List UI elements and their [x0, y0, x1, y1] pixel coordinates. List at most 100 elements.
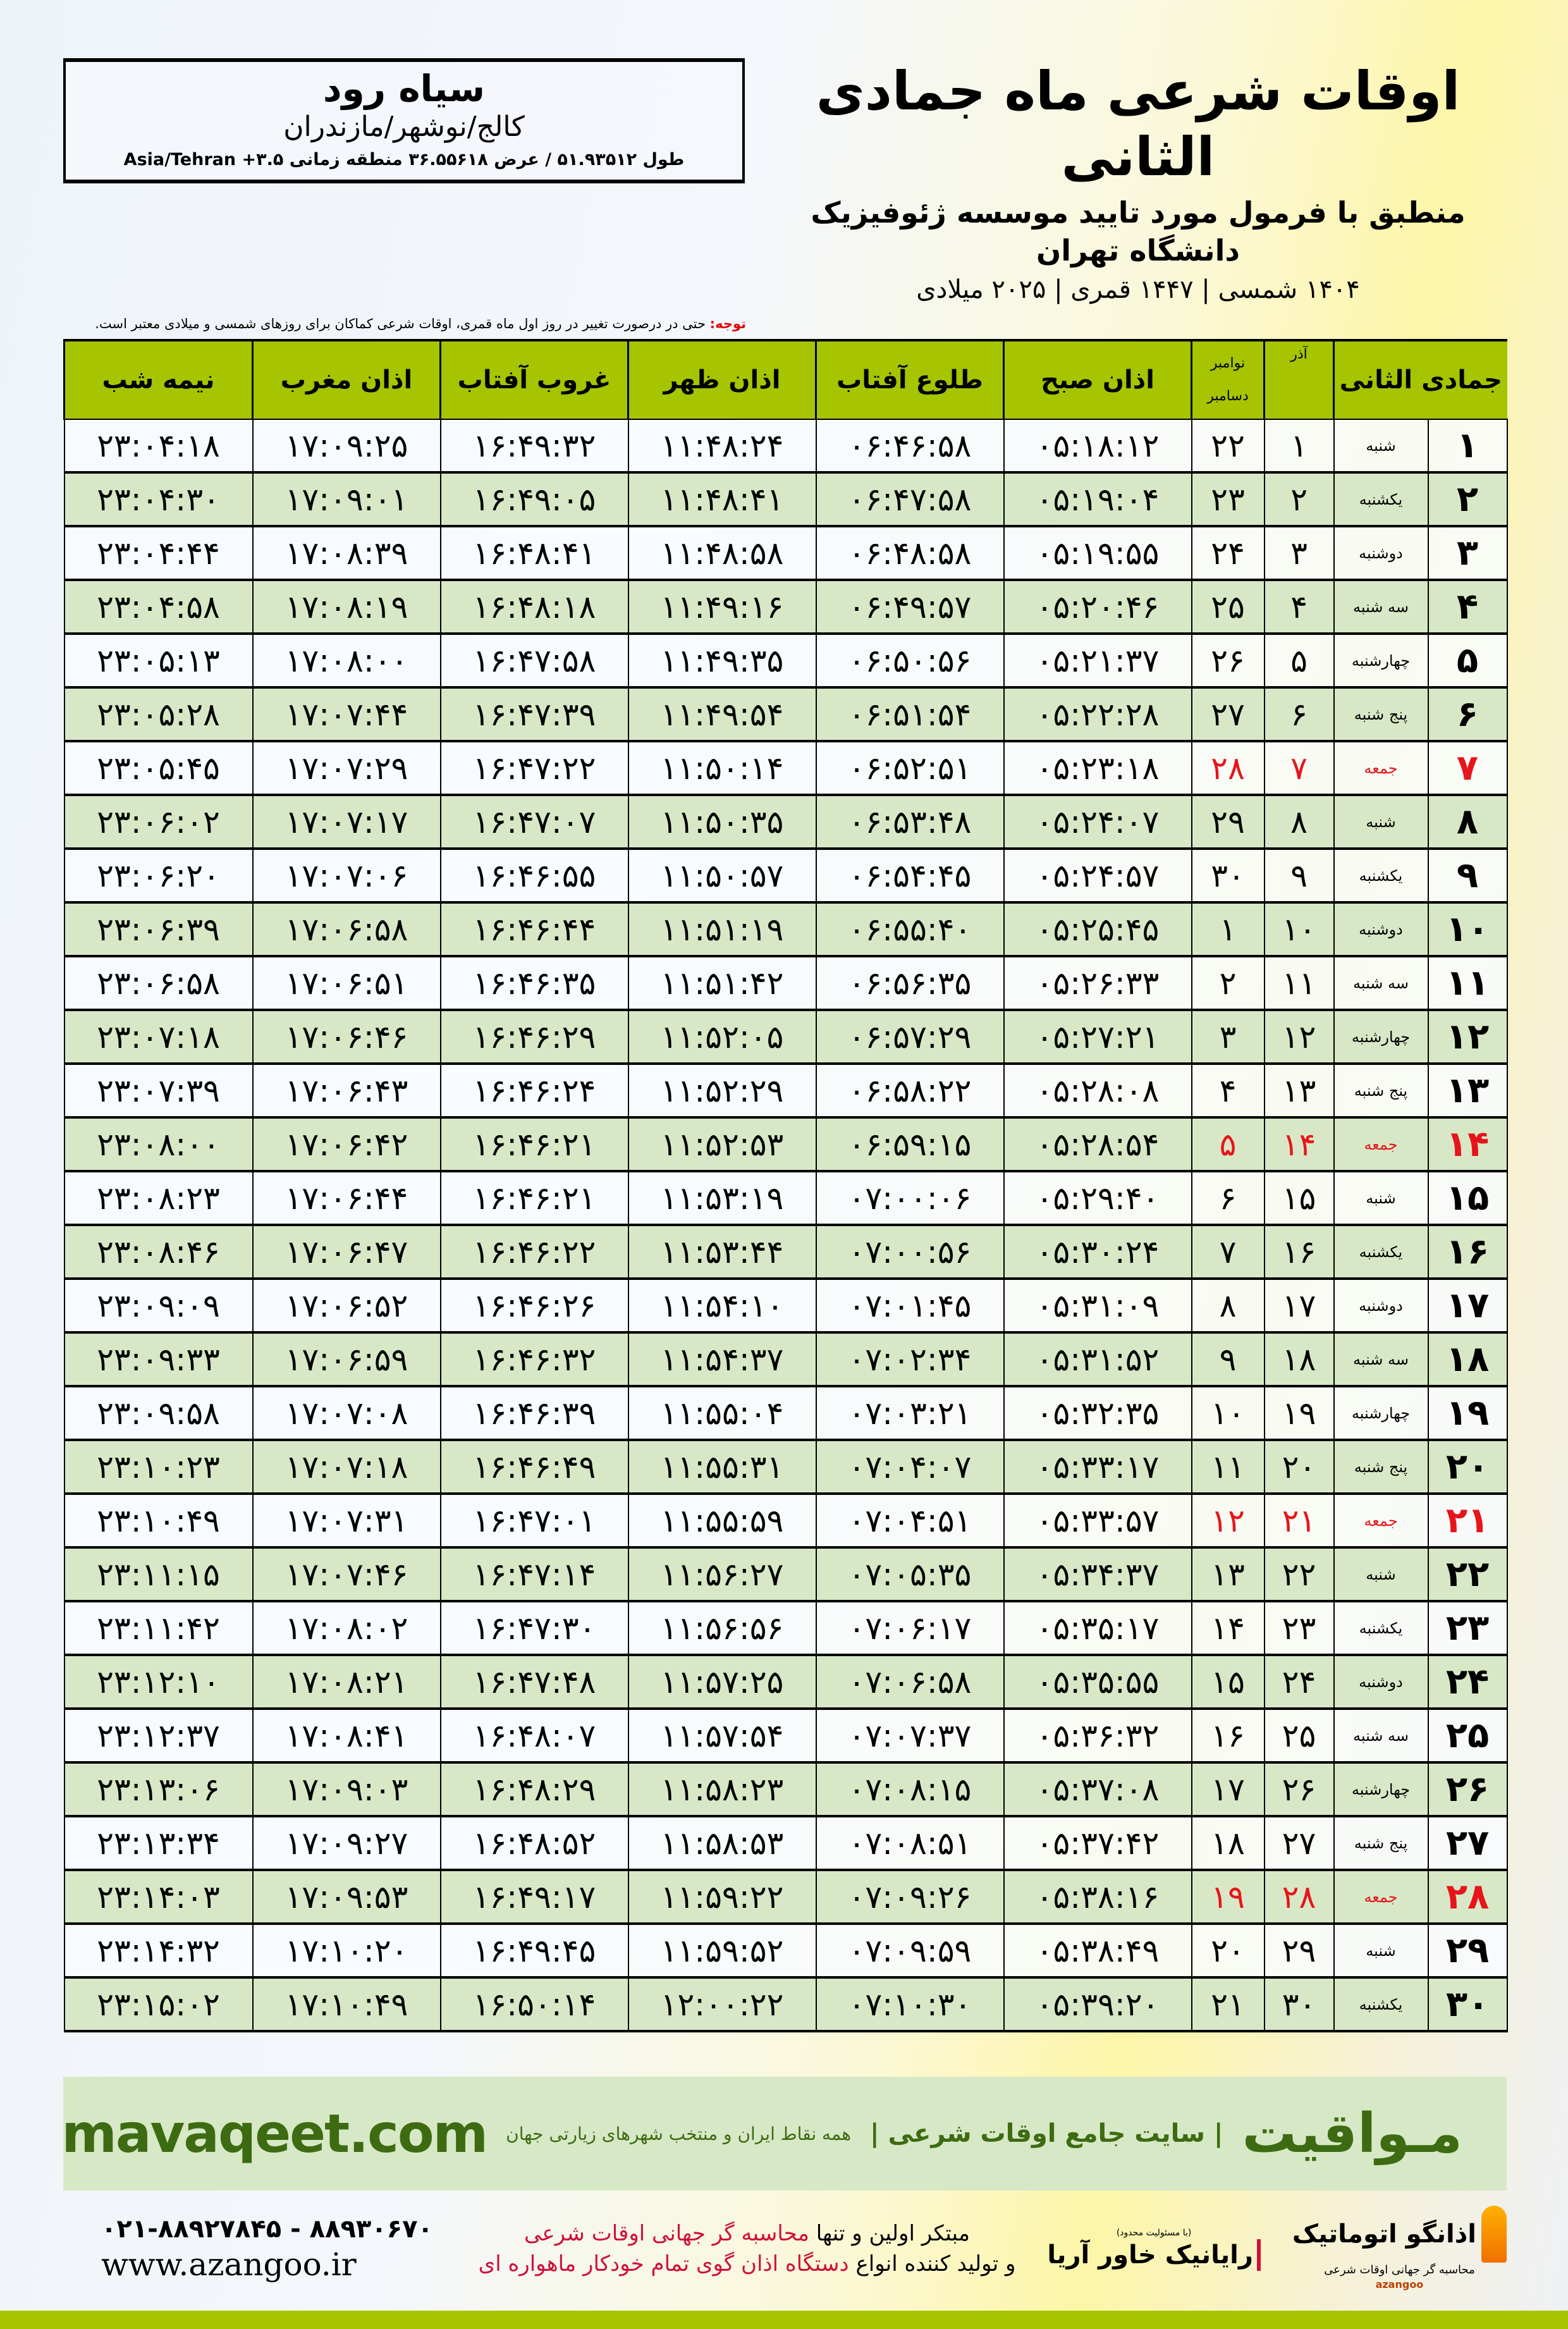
- dhuhr-time: ۱۱:۵۸:۵۳: [627, 1816, 817, 1871]
- dhuhr-time: ۱۱:۵۳:۱۹: [627, 1171, 817, 1226]
- weekday: پنج شنبه: [1333, 1063, 1429, 1119]
- prayer-times-table: جمادی الثانی آذر نوامبر دسامبر اذان صبح ط…: [63, 339, 1508, 2032]
- sunrise-time: ۰۷:۰۹:۲۶: [815, 1869, 1005, 1925]
- hijri-day: ۱۷: [1427, 1278, 1508, 1334]
- maghrib-time: ۱۷:۰۶:۵۱: [252, 956, 441, 1011]
- azar-day: ۳: [1263, 525, 1335, 581]
- midnight-time: ۲۳:۰۶:۳۹: [63, 902, 254, 957]
- header-november: نوامبر: [1210, 355, 1246, 371]
- maghrib-time: ۱۷:۱۰:۲۰: [252, 1923, 441, 1979]
- table-row: ۱۰ دوشنبه ۱۰ ۱ ۰۵:۲۵:۴۵ ۰۶:۵۵:۴۰ ۱۱:۵۱:۱۹ ۱۶:۴۶…: [63, 902, 1508, 957]
- weekday: سه شنبه: [1333, 579, 1429, 635]
- sunrise-time: ۰۶:۴۸:۵۸: [815, 525, 1005, 581]
- sunrise-time: ۰۶:۵۹:۱۵: [815, 1117, 1005, 1172]
- weekday: چهارشنبه: [1333, 1386, 1429, 1441]
- sunset-time: ۱۶:۴۹:۱۷: [439, 1869, 629, 1925]
- table-row: ۲۷ پنج شنبه ۲۷ ۱۸ ۰۵:۳۷:۴۲ ۰۷:۰۸:۵۱ ۱۱:۵۸:۵۳ ۱۶…: [63, 1816, 1508, 1871]
- gregorian-day: ۱۵: [1191, 1654, 1265, 1710]
- hijri-day: ۶: [1427, 687, 1508, 742]
- hijri-day: ۱۲: [1427, 1009, 1508, 1065]
- sunrise-time: ۰۷:۰۰:۵۶: [815, 1224, 1005, 1280]
- azangoo-website[interactable]: www.azangoo.ir: [101, 2246, 357, 2283]
- dhuhr-time: ۱۱:۵۶:۵۶: [627, 1601, 817, 1656]
- gregorian-day: ۹: [1191, 1332, 1265, 1387]
- hijri-day: ۵: [1427, 633, 1508, 689]
- maghrib-time: ۱۷:۰۶:۵۲: [252, 1278, 441, 1334]
- coordinates: طول ۵۱.۹۳۵۱۲ / عرض ۳۶.۵۵۶۱۸ منطقه زمانی …: [123, 150, 685, 169]
- table-row: ۲ یکشنبه ۲ ۲۳ ۰۵:۱۹:۰۴ ۰۶:۴۷:۵۸ ۱۱:۴۸:۴۱ ۱۶:۴۹:…: [63, 472, 1508, 527]
- midnight-time: ۲۳:۰۴:۵۸: [63, 579, 254, 635]
- gregorian-day: ۲۹: [1191, 794, 1265, 850]
- weekday: شنبه: [1333, 794, 1429, 850]
- weekday: جمعه: [1333, 1869, 1429, 1925]
- table-row: ۳ دوشنبه ۳ ۲۴ ۰۵:۱۹:۵۵ ۰۶:۴۸:۵۸ ۱۱:۴۸:۵۸ ۱۶:۴۸:…: [63, 525, 1508, 581]
- table-row: ۲۱ جمعه ۲۱ ۱۲ ۰۵:۳۳:۵۷ ۰۷:۰۴:۵۱ ۱۱:۵۵:۵۹ ۱۶:۴۷:…: [63, 1493, 1508, 1549]
- dhuhr-time: ۱۱:۵۷:۵۴: [627, 1708, 817, 1764]
- fajr-time: ۰۵:۳۸:۴۹: [1003, 1923, 1192, 1979]
- hijri-day: ۱۱: [1427, 956, 1508, 1011]
- sunrise-time: ۰۷:۰۲:۳۴: [815, 1332, 1005, 1387]
- gregorian-day: ۱۱: [1191, 1439, 1265, 1495]
- dhuhr-time: ۱۱:۵۲:۲۹: [627, 1063, 817, 1119]
- maghrib-time: ۱۷:۰۹:۲۵: [252, 419, 441, 474]
- sunrise-time: ۰۷:۰۸:۱۵: [815, 1762, 1005, 1817]
- azangoo-description: مبتکر اولین و تنها محاسبه گر جهانی اوقات…: [479, 2218, 1016, 2279]
- gregorian-day: ۲۷: [1191, 687, 1265, 742]
- description-line1-b: محاسبه گر جهانی اوقات شرعی: [524, 2221, 809, 2246]
- footer-bottom: اذانگو اتوماتیک محاسبه گر جهانی اوقات شر…: [63, 2206, 1507, 2292]
- sunset-time: ۱۶:۴۶:۵۵: [439, 848, 629, 904]
- header-sunset: غروب آفتاب: [439, 339, 628, 419]
- azar-day: ۱۰: [1263, 902, 1335, 957]
- maghrib-time: ۱۷:۱۰:۴۹: [252, 1977, 441, 2032]
- sunset-time: ۱۶:۴۶:۲۶: [439, 1278, 629, 1334]
- gregorian-day: ۲: [1191, 956, 1265, 1011]
- weekday: پنج شنبه: [1333, 1816, 1429, 1871]
- fajr-time: ۰۵:۱۹:۵۵: [1003, 525, 1192, 581]
- sunrise-time: ۰۶:۵۲:۵۱: [815, 740, 1005, 796]
- fajr-time: ۰۵:۲۵:۴۵: [1003, 902, 1192, 957]
- azar-day: ۱۱: [1263, 956, 1335, 1011]
- azar-day: ۲۳: [1263, 1601, 1335, 1656]
- azar-day: ۱۲: [1263, 1009, 1335, 1065]
- dhuhr-time: ۱۲:۰۰:۲۲: [627, 1977, 817, 2032]
- dome-icon: [1481, 2206, 1507, 2263]
- midnight-time: ۲۳:۱۳:۳۴: [63, 1816, 254, 1871]
- table-header: جمادی الثانی آذر نوامبر دسامبر اذان صبح ط…: [63, 339, 1507, 419]
- weekday: شنبه: [1333, 1923, 1429, 1979]
- fajr-time: ۰۵:۲۷:۲۱: [1003, 1009, 1192, 1065]
- fajr-time: ۰۵:۳۵:۱۷: [1003, 1601, 1192, 1656]
- fajr-time: ۰۵:۳۳:۱۷: [1003, 1439, 1192, 1495]
- page-header: سیاه رود کالج/نوشهر/مازندران طول ۵۱.۹۳۵۱…: [63, 58, 1506, 306]
- midnight-time: ۲۳:۰۸:۲۳: [63, 1171, 254, 1226]
- table-row: ۵ چهارشنبه ۵ ۲۶ ۰۵:۲۱:۳۷ ۰۶:۵۰:۵۶ ۱۱:۴۹:۳۵ ۱۶:۴…: [63, 633, 1508, 689]
- maghrib-time: ۱۷:۰۷:۴۶: [252, 1547, 441, 1602]
- fajr-time: ۰۵:۲۴:۰۷: [1003, 794, 1192, 850]
- header-dhuhr: اذان ظهر: [627, 339, 816, 419]
- table-row: ۱۳ پنج شنبه ۱۳ ۴ ۰۵:۲۸:۰۸ ۰۶:۵۸:۲۲ ۱۱:۵۲:۲۹ ۱۶:…: [63, 1063, 1508, 1119]
- gregorian-day: ۴: [1191, 1063, 1265, 1119]
- maghrib-time: ۱۷:۰۶:۴۳: [252, 1063, 441, 1119]
- midnight-time: ۲۳:۰۶:۵۸: [63, 956, 254, 1011]
- hijri-day: ۲۰: [1427, 1439, 1508, 1495]
- sunrise-time: ۰۶:۵۶:۳۵: [815, 956, 1005, 1011]
- midnight-time: ۲۳:۱۴:۳۲: [63, 1923, 254, 1979]
- fajr-time: ۰۵:۲۸:۰۸: [1003, 1063, 1192, 1119]
- hijri-day: ۱۴: [1427, 1117, 1508, 1172]
- header-midnight: نیمه شب: [63, 339, 253, 419]
- sunset-time: ۱۶:۴۸:۱۸: [439, 579, 629, 635]
- gregorian-day: ۱۶: [1191, 1708, 1265, 1764]
- table-row: ۱ شنبه ۱ ۲۲ ۰۵:۱۸:۱۲ ۰۶:۴۶:۵۸ ۱۱:۴۸:۲۴ ۱۶:۴۹:۳۲…: [63, 419, 1508, 474]
- gregorian-day: ۳۰: [1191, 848, 1265, 904]
- weekday: چهارشنبه: [1333, 1009, 1429, 1065]
- weekday: سه شنبه: [1333, 956, 1429, 1011]
- azar-day: ۱: [1263, 419, 1335, 474]
- mavaqeet-url[interactable]: mavaqeet.com: [61, 2103, 488, 2165]
- weekday: پنج شنبه: [1333, 687, 1429, 742]
- gregorian-day: ۱۸: [1191, 1816, 1265, 1871]
- maghrib-time: ۱۷:۰۷:۳۱: [252, 1493, 441, 1549]
- maghrib-time: ۱۷:۰۹:۲۷: [252, 1816, 441, 1871]
- sunrise-time: ۰۶:۵۳:۴۸: [815, 794, 1005, 850]
- sunset-time: ۱۶:۵۰:۱۴: [439, 1977, 629, 2032]
- contact-info: ۰۲۱-۸۸۹۲۷۸۴۵ - ۸۸۹۳۰۶۷۰ www.azangoo.ir: [101, 2213, 433, 2284]
- dhuhr-time: ۱۱:۵۰:۵۷: [627, 848, 817, 904]
